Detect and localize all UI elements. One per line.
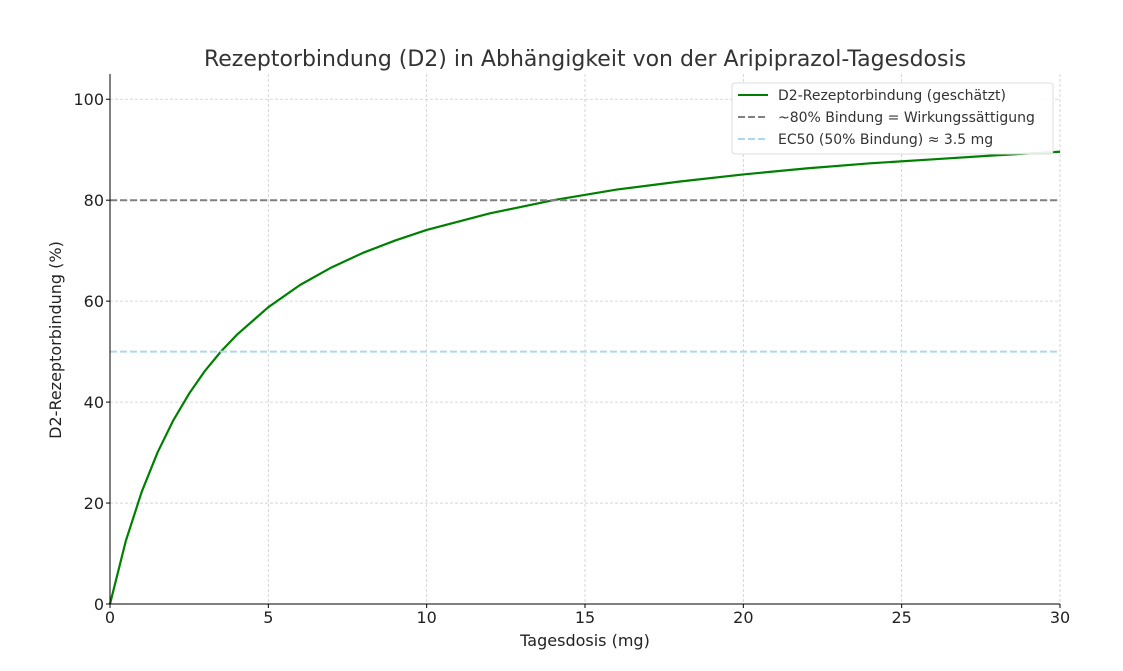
series-line-1: [108, 150, 1061, 605]
x-tick-label: 0: [105, 608, 115, 627]
x-tick-label: 5: [263, 608, 273, 627]
x-axis-label: Tagesdosis (mg): [519, 631, 650, 650]
x-tick-label: 30: [1050, 608, 1070, 627]
legend-label-2: ~80% Bindung = Wirkungssättigung: [778, 110, 1035, 126]
y-tick-label: 60: [84, 292, 104, 311]
legend-label-3: EC50 (50% Bindung) ≈ 3.5 mg: [778, 132, 993, 148]
x-tick-label: 20: [733, 608, 753, 627]
x-tick-label: 15: [575, 608, 595, 627]
y-tick-label: 80: [84, 191, 104, 210]
legend-box: [731, 82, 1054, 155]
legend: D2-Rezeptorbindung (geschätzt) ~80% Bindu…: [731, 82, 1054, 155]
y-tick-label: 40: [84, 393, 104, 412]
ticks-layer: 0 5 10 15 20 25 30 0 20 40 60 80 100: [73, 90, 1070, 627]
chart-title: Rezeptorbindung (D2) in Abhängigkeit von…: [204, 47, 966, 72]
y-tick-label: 100: [73, 90, 104, 109]
x-tick-label: 25: [891, 608, 911, 627]
series-layer: [108, 150, 1061, 605]
y-tick-label: 0: [94, 595, 104, 614]
x-tick-label: 10: [416, 608, 436, 627]
y-tick-label: 20: [84, 494, 104, 513]
legend-label-1: D2-Rezeptorbindung (geschätzt): [778, 88, 1006, 104]
y-axis-label: D2-Rezeptorbindung (%): [46, 241, 65, 439]
